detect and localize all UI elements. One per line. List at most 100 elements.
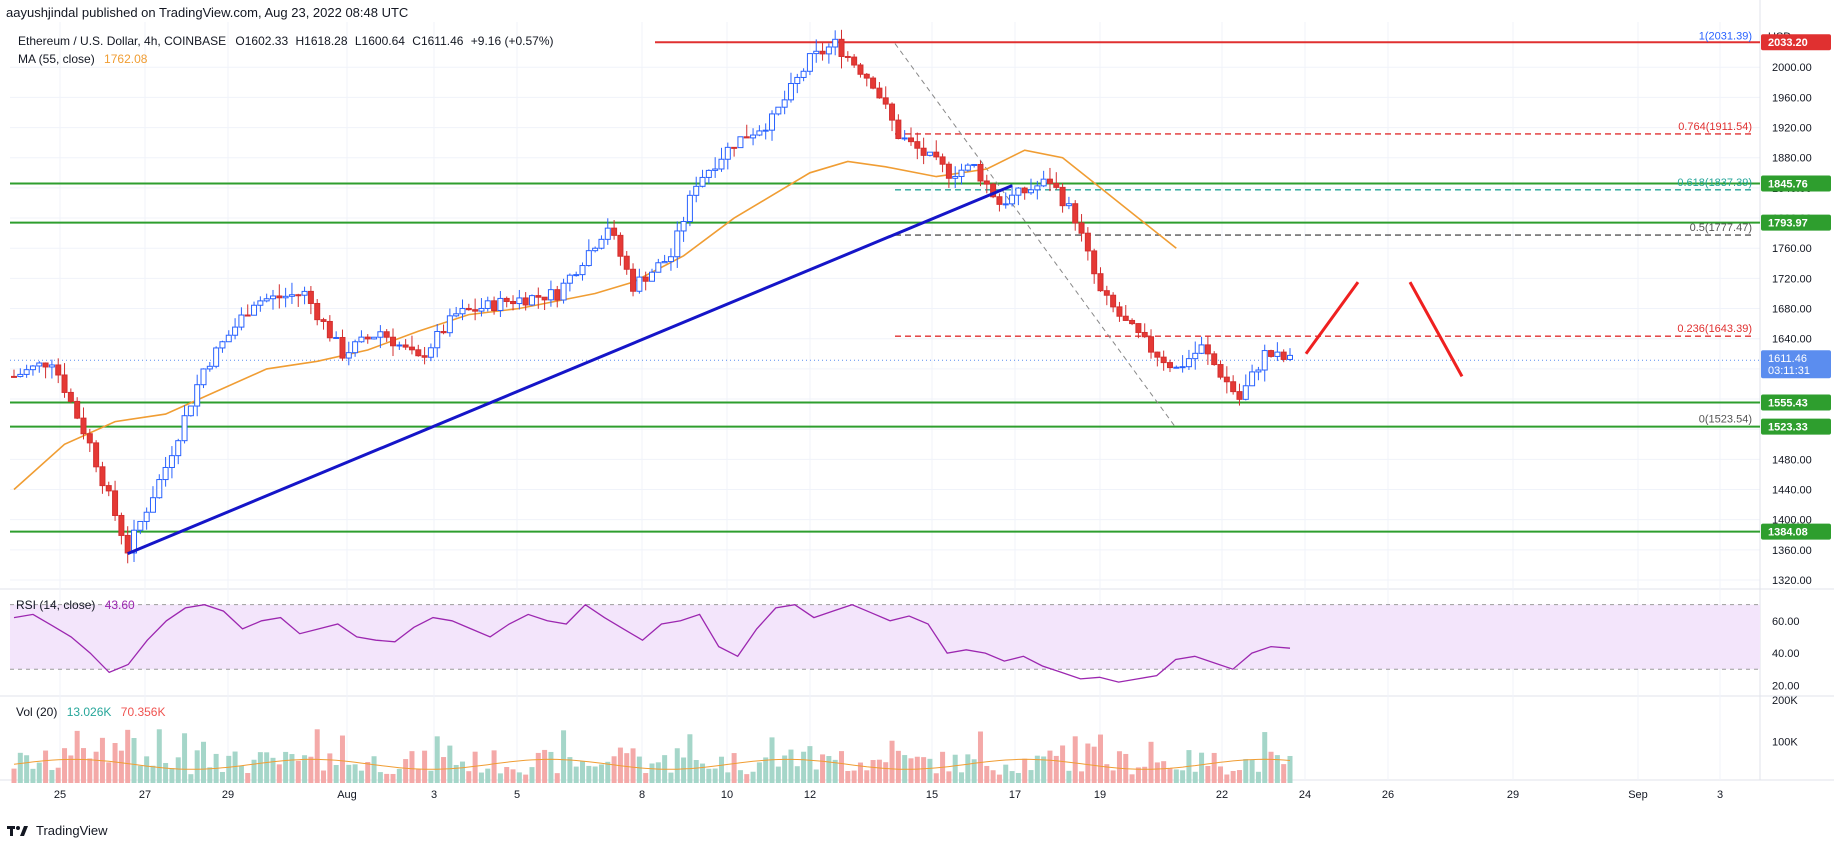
volume-bar bbox=[1009, 771, 1015, 783]
volume-bar bbox=[636, 756, 642, 783]
candle-body bbox=[263, 298, 270, 302]
y-tick-label: 1760.00 bbox=[1772, 243, 1812, 255]
footer-branding: TradingView bbox=[6, 823, 108, 838]
candle-body bbox=[623, 255, 630, 270]
vol-value-1: 13.026K bbox=[66, 705, 112, 719]
volume-bar bbox=[864, 770, 870, 783]
volume-bar bbox=[321, 770, 327, 783]
volume-bar bbox=[55, 767, 61, 783]
volume-bar bbox=[946, 771, 952, 783]
volume-bar bbox=[36, 762, 42, 783]
volume-bar bbox=[952, 754, 958, 783]
candle-body bbox=[187, 405, 194, 417]
volume-bar bbox=[756, 762, 762, 783]
volume-bar bbox=[201, 741, 207, 783]
candle-body bbox=[446, 315, 453, 334]
y-tick-label: 1480.00 bbox=[1772, 454, 1812, 466]
candle-body bbox=[251, 304, 258, 316]
volume-bar bbox=[820, 754, 826, 783]
ohlc-open: O1602.33 bbox=[235, 34, 289, 48]
candle-body bbox=[579, 265, 586, 276]
x-tick-label: 10 bbox=[721, 789, 733, 801]
volume-bar bbox=[598, 764, 604, 783]
candle-body bbox=[74, 400, 81, 419]
candle-body bbox=[364, 336, 371, 340]
candle-body bbox=[1198, 344, 1205, 354]
candle-body bbox=[440, 330, 447, 334]
candle-body bbox=[1173, 366, 1180, 369]
rsi-pane bbox=[10, 603, 1760, 683]
volume-bar bbox=[472, 751, 478, 783]
volume-bar bbox=[908, 758, 914, 783]
candle-body bbox=[269, 295, 276, 300]
candle-body bbox=[933, 151, 940, 158]
fib-label: 1(2031.39) bbox=[1699, 31, 1752, 43]
volume-bar bbox=[1034, 755, 1040, 783]
volume-bar bbox=[1072, 736, 1078, 783]
level-label: 1523.33 bbox=[1768, 422, 1808, 434]
candle-body bbox=[636, 276, 643, 292]
level-label: 1845.76 bbox=[1768, 179, 1808, 191]
candle-body bbox=[295, 294, 302, 297]
horizontal-levels bbox=[10, 41, 1760, 533]
volume-bar bbox=[30, 768, 36, 783]
x-tick-label: 24 bbox=[1299, 789, 1311, 801]
candle-body bbox=[541, 296, 548, 301]
candle-body bbox=[358, 336, 365, 343]
candle-body bbox=[80, 417, 87, 435]
candle-body bbox=[870, 77, 877, 89]
candle-body bbox=[756, 130, 763, 136]
candle-body bbox=[1179, 366, 1186, 369]
volume-bar bbox=[977, 731, 983, 783]
candle-body bbox=[225, 334, 232, 343]
ohlc-low: L1600.64 bbox=[354, 34, 405, 48]
fib-anchor-line bbox=[894, 43, 1176, 427]
candle-body bbox=[11, 375, 17, 378]
volume-bar bbox=[17, 752, 23, 783]
volume-bar bbox=[984, 765, 990, 783]
candle-body bbox=[737, 136, 744, 149]
candle-body bbox=[787, 83, 794, 101]
volume-bar bbox=[851, 770, 857, 783]
y-tick-label: 2000.00 bbox=[1772, 62, 1812, 74]
ma-legend: MA (55, close) 1762.08 bbox=[18, 52, 147, 66]
candle-body bbox=[547, 289, 554, 301]
volume-bar bbox=[1224, 774, 1230, 783]
volume-bar bbox=[1274, 755, 1280, 783]
candle-body bbox=[434, 330, 441, 349]
volume-bar bbox=[125, 729, 131, 783]
candle-body bbox=[29, 365, 36, 371]
candle-body bbox=[149, 497, 156, 513]
candle-body bbox=[484, 300, 491, 309]
volume-bar bbox=[1205, 765, 1211, 783]
fib-label: 0.618(1837.39) bbox=[1677, 177, 1752, 189]
candle-body bbox=[93, 442, 100, 468]
candle-body bbox=[907, 137, 914, 143]
volume-bar bbox=[333, 765, 339, 783]
volume-bar bbox=[775, 766, 781, 783]
volume-bar bbox=[175, 757, 181, 783]
volume-bar bbox=[1041, 756, 1047, 783]
candle-body bbox=[137, 520, 144, 531]
level-tag bbox=[1761, 523, 1831, 540]
volume-bar bbox=[1022, 758, 1028, 783]
candle-body bbox=[1211, 353, 1218, 366]
candle-body bbox=[1072, 203, 1079, 224]
volume-bar bbox=[668, 772, 674, 783]
volume-bar bbox=[302, 755, 308, 783]
axis-labels: 252729Aug358101215171922242629Sep3USD132… bbox=[54, 31, 1831, 801]
volume-bar bbox=[971, 759, 977, 783]
volume-bar bbox=[624, 753, 630, 783]
volume-bar bbox=[453, 764, 459, 783]
candle-body bbox=[920, 147, 927, 156]
volume-bar bbox=[561, 730, 567, 783]
rsi-line bbox=[13, 603, 1291, 683]
candle-body bbox=[156, 479, 163, 499]
volume-bar bbox=[1110, 770, 1116, 783]
fibonacci-retracement: 1(2031.39) 0.764(1911.54) 0.618(1837.39) 0.… bbox=[894, 31, 1755, 427]
candle-body bbox=[693, 185, 700, 196]
volume-bar bbox=[649, 763, 655, 783]
volume-bar bbox=[226, 755, 232, 783]
candle-body bbox=[181, 415, 188, 442]
